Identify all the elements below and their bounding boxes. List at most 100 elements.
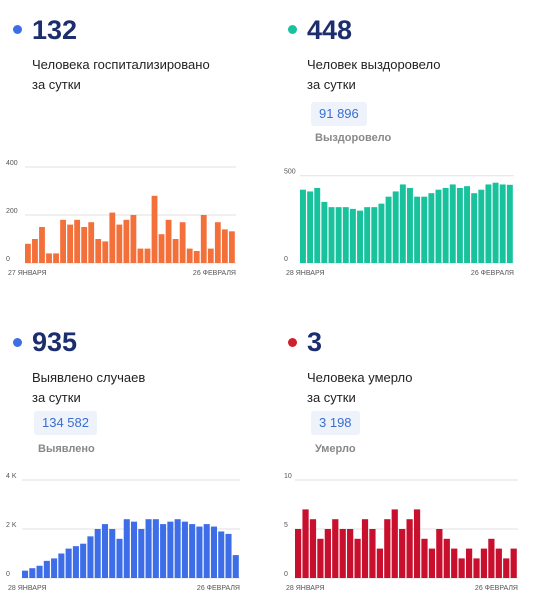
bar (357, 210, 363, 263)
cases-total-badge: 134 582 (34, 411, 97, 435)
bar (53, 253, 59, 263)
bar (309, 519, 317, 578)
bar (458, 558, 465, 578)
bar (167, 521, 174, 578)
bar (43, 560, 50, 578)
bar (101, 524, 108, 578)
x-end-label: 26 ФЕВРАЛЯ (193, 270, 236, 277)
bar (391, 509, 398, 578)
bar (138, 529, 145, 578)
y-tick-label: 2 K (6, 522, 17, 529)
bar (228, 231, 235, 263)
bar (485, 184, 492, 263)
bar (413, 509, 421, 578)
recovered-total-label: Выздоровело (315, 132, 392, 144)
bar (371, 207, 378, 263)
bar (335, 207, 342, 263)
deaths-count: 3 (307, 327, 323, 357)
cases-count: 935 (32, 327, 78, 357)
bar (145, 519, 152, 578)
y-tick-label: 200 (6, 208, 18, 215)
bar (65, 548, 72, 578)
bar (95, 239, 102, 263)
y-tick-label: 4 K (6, 473, 17, 480)
bar (144, 248, 151, 263)
bar (80, 543, 87, 578)
cases-chart: 0 2 K 4 K 28 ЯНВАРЯ 26 ФЕВРАЛЯ (6, 473, 240, 592)
cases-dot-icon (13, 338, 22, 347)
bar (158, 234, 165, 263)
bar (123, 219, 130, 263)
bar (102, 241, 109, 263)
bar (421, 196, 428, 263)
bar (51, 558, 58, 578)
bar (232, 555, 239, 578)
bar (179, 222, 186, 263)
bar (392, 191, 399, 263)
bar (109, 212, 116, 263)
bar (32, 239, 38, 263)
bar (495, 548, 502, 578)
bar (473, 558, 480, 578)
bar (451, 548, 458, 578)
recovered-chart: 0 500 28 ЯНВАРЯ 26 ФЕВРАЛЯ (284, 169, 514, 277)
deaths-total-label: Умерло (315, 443, 356, 455)
bar (181, 521, 188, 578)
bar (342, 207, 349, 263)
y-tick-label: 0 (284, 571, 288, 578)
bar (307, 191, 314, 263)
bar (443, 538, 450, 578)
y-tick-label: 0 (6, 571, 10, 578)
bar (36, 565, 43, 578)
bar (46, 253, 52, 263)
bar (123, 519, 130, 578)
bar (464, 186, 470, 263)
bar (67, 224, 74, 263)
y-tick-label: 5 (284, 522, 288, 529)
bar (193, 251, 200, 263)
bar (428, 548, 436, 578)
deaths-total-badge: 3 198 (311, 411, 360, 435)
bar (214, 222, 221, 263)
bar (81, 227, 88, 263)
bar (60, 219, 66, 263)
bar (503, 558, 510, 578)
x-start-label: 27 ЯНВАРЯ (8, 270, 47, 277)
recovered-total-badge: 91 896 (311, 102, 367, 126)
bar (506, 184, 513, 263)
bar (456, 187, 463, 263)
x-end-label: 26 ФЕВРАЛЯ (475, 585, 518, 592)
bar (361, 519, 369, 578)
bar (465, 548, 473, 578)
bar (74, 219, 81, 263)
bar (225, 533, 232, 578)
bar (421, 538, 428, 578)
bar (407, 187, 413, 263)
bar (376, 548, 383, 578)
bar (384, 519, 391, 578)
bar (488, 538, 495, 578)
bar (88, 222, 95, 263)
bar (471, 193, 478, 263)
bar (449, 184, 456, 263)
bar (332, 519, 339, 578)
bar (87, 536, 94, 578)
bar (406, 519, 413, 578)
hospitalized-desc-line2: за сутки (32, 77, 81, 92)
y-tick-label: 10 (284, 473, 292, 480)
bar (436, 529, 443, 578)
bar (25, 243, 31, 263)
deaths-dot-icon (288, 338, 297, 347)
bar (364, 207, 371, 263)
hospitalized-count: 132 (32, 15, 78, 45)
bar (207, 248, 214, 263)
bar (160, 524, 167, 578)
y-tick-label: 400 (6, 160, 18, 167)
bar (428, 193, 435, 263)
hospitalized-desc-line1: Человека госпитализировано (32, 57, 210, 72)
bar (200, 215, 207, 263)
bar (328, 207, 335, 263)
cases-desc-line2: за сутки (32, 390, 81, 405)
bar (399, 184, 406, 263)
bar (137, 248, 144, 263)
